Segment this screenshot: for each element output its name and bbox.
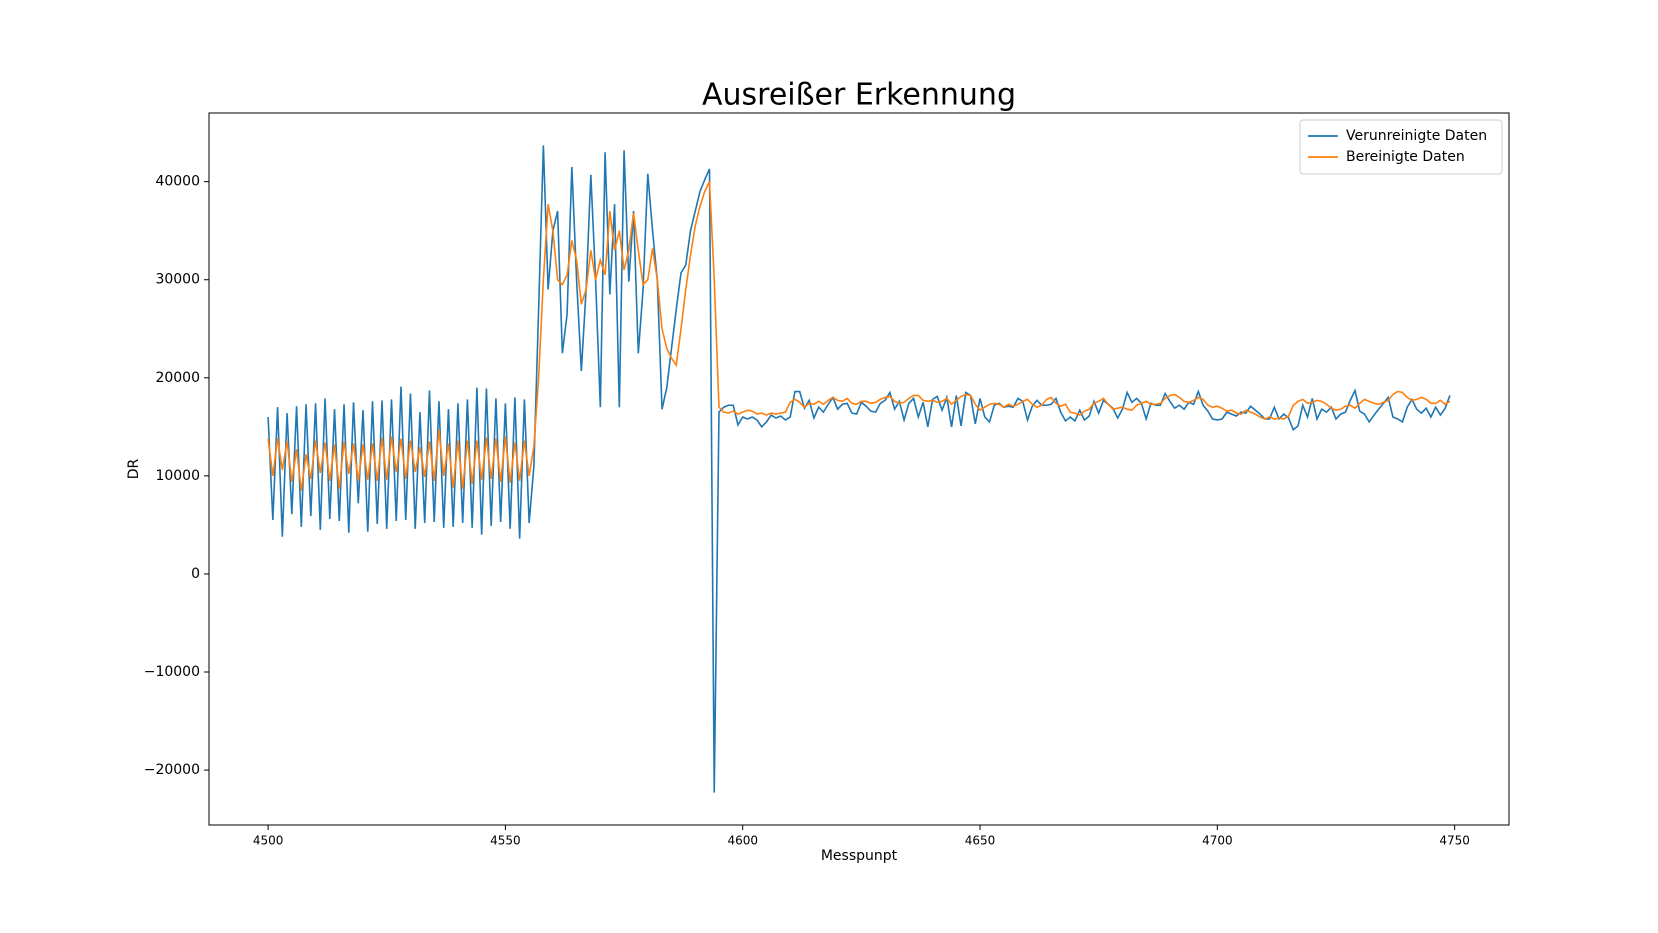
x-tick-label: 4600 xyxy=(727,834,758,848)
x-tick-label: 4700 xyxy=(1202,834,1233,848)
y-axis-label: DR xyxy=(126,458,142,479)
legend-label: Bereinigte Daten xyxy=(1346,149,1465,165)
data-line xyxy=(267,181,1451,491)
x-axis-label: Messpunpt xyxy=(821,848,898,864)
x-tick-label: 4750 xyxy=(1439,834,1470,848)
y-tick-label: 30000 xyxy=(155,272,200,288)
plot-frame xyxy=(208,112,1510,826)
legend-box xyxy=(1299,119,1503,175)
x-tick-label: 4550 xyxy=(490,834,521,848)
y-tick-label: 10000 xyxy=(155,468,200,484)
legend-label: Verunreinigte Daten xyxy=(1346,128,1487,144)
y-tick-label: −20000 xyxy=(144,762,200,778)
chart-title: Ausreißer Erkennung xyxy=(702,78,1016,113)
y-tick-label: 20000 xyxy=(155,370,200,386)
y-tick-label: 40000 xyxy=(155,174,200,190)
y-tick-label: −10000 xyxy=(144,664,200,680)
x-tick-label: 4500 xyxy=(253,834,284,848)
y-tick-label: 0 xyxy=(191,566,200,582)
x-tick-label: 4650 xyxy=(965,834,996,848)
